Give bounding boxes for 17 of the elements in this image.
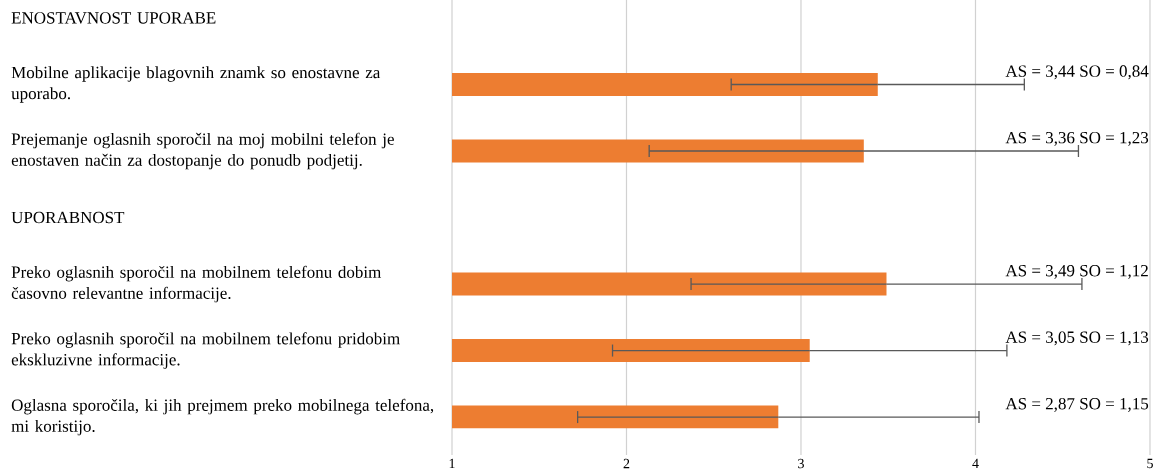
data-label: AS = 3,44 SO = 0,84 (1005, 65, 1149, 80)
x-tick-label: 5 (1147, 458, 1153, 469)
y-tick-label: Oglasna sporočila, ki jih prejmem preko mobilnega telefona, mi koristijo. (11, 398, 434, 436)
x-tick-label: 3 (798, 458, 804, 469)
data-label: AS = 2,87 SO = 1,15 (1005, 397, 1149, 412)
x-tick-label: 4 (972, 458, 979, 469)
data-label: AS = 3,36 SO = 1,23 (1005, 131, 1149, 146)
y-tick-label: ENOSTAVNOST UPORABE (11, 12, 216, 24)
y-tick-label: Preko oglasnih sporočil na mobilnem telefonu pridobim ekskluzivne informacije. (11, 332, 400, 369)
data-label: AS = 3,05 SO = 1,13 (1005, 331, 1149, 346)
y-tick-label: Preko oglasnih sporočil na mobilnem telefonu dobim časovno relevantne informacije. (11, 265, 382, 303)
y-tick-label: Mobilne aplikacije blagovnih znamk so enostavne za uporabo. (11, 66, 381, 103)
y-tick-label: UPORABNOST (11, 211, 125, 224)
x-tick-label: 1 (449, 458, 455, 469)
x-tick-label: 2 (623, 458, 630, 469)
y-tick-label: Prejemanje oglasnih sporočil na moj mobilni telefon je enostaven način za dostopanje do ponudb podjetij. (11, 132, 394, 170)
data-label: AS = 3,49 SO = 1,12 (1005, 264, 1148, 279)
